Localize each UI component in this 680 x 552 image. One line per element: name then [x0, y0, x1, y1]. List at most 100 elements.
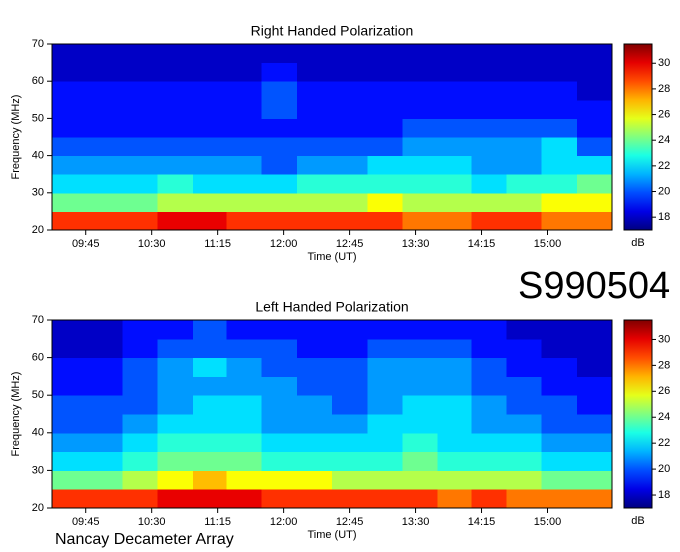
heatmap-cell: [437, 395, 474, 415]
heatmap-cell: [122, 470, 158, 490]
heatmap-cell: [541, 432, 578, 453]
heatmap-cell: [261, 192, 298, 212]
heatmap-cell: [367, 211, 403, 231]
heatmap-cell: [261, 99, 298, 119]
heatmap-cell: [471, 99, 507, 119]
heatmap-cell: [192, 451, 229, 471]
heatmap-cell: [226, 137, 263, 157]
heatmap-cell: [87, 99, 123, 119]
heatmap-cell: [332, 357, 368, 377]
heatmap-cell: [261, 155, 298, 175]
heatmap-cell: [52, 338, 88, 359]
heatmap-cell: [437, 470, 474, 490]
heatmap-cell: [192, 376, 229, 396]
heatmap-cell: [437, 81, 474, 101]
heatmap-cell: [506, 118, 543, 138]
heatmap-cell: [52, 395, 88, 415]
heatmap-cell: [541, 211, 578, 231]
heatmap-cell: [332, 414, 368, 434]
heatmap-cell: [576, 211, 613, 231]
heatmap-cell: [471, 174, 507, 194]
heatmap-cell: [192, 338, 229, 359]
heatmap-cell: [541, 357, 578, 377]
heatmap-cell: [87, 118, 123, 138]
heatmap-cell: [506, 470, 543, 490]
heatmap-cell: [367, 470, 403, 490]
heatmap-cell: [192, 192, 229, 212]
colorbar: [623, 319, 653, 509]
heatmap-cell: [52, 118, 88, 138]
heatmap-cell: [576, 81, 613, 101]
heatmap-cell: [192, 174, 229, 194]
heatmap-cell: [296, 118, 333, 138]
heatmap-cell: [576, 155, 613, 175]
heatmap-cell: [122, 118, 158, 138]
heatmap-cell: [157, 432, 194, 453]
heatmap-cell: [576, 320, 613, 340]
heatmap-cell: [122, 62, 158, 82]
heatmap-cell: [87, 137, 123, 157]
colorbar-tick-label: 30: [658, 333, 670, 345]
heatmap-cell: [332, 376, 368, 396]
heatmap-cell: [471, 451, 507, 471]
heatmap-cell: [87, 81, 123, 101]
heatmap-cell: [332, 338, 368, 359]
heatmap-cell: [506, 62, 543, 82]
heatmap-cell: [192, 62, 229, 82]
heatmap-cell: [296, 395, 333, 415]
heatmap-cell: [506, 44, 543, 64]
heatmap-cell: [157, 470, 194, 490]
heatmap-cell: [87, 192, 123, 212]
x-tick-label: 09:45: [72, 238, 100, 250]
heatmap-cell: [332, 211, 368, 231]
chart-title: Left Handed Polarization: [255, 299, 408, 315]
colorbar-tick-label: 24: [658, 134, 670, 146]
heatmap-cell: [367, 320, 403, 340]
heatmap-cell: [296, 155, 333, 175]
heatmap-cell: [471, 338, 507, 359]
heatmap-cell: [122, 174, 158, 194]
heatmap-cell: [437, 451, 474, 471]
heatmap-cell: [541, 451, 578, 471]
heatmap-cell: [261, 137, 298, 157]
heatmap-cell: [437, 489, 474, 509]
heatmap-cell: [192, 320, 229, 340]
heatmap-cell: [296, 338, 333, 359]
heatmap-cell: [471, 320, 507, 340]
heatmap-cell: [367, 376, 403, 396]
heatmap-cell: [52, 174, 88, 194]
heatmap-cell: [87, 470, 123, 490]
heatmap-cell: [157, 395, 194, 415]
heatmap-cell: [541, 338, 578, 359]
colorbar-tick-label: 26: [658, 385, 670, 397]
heatmap-cell: [541, 489, 578, 509]
heatmap-cell: [157, 414, 194, 434]
heatmap-cell: [52, 192, 88, 212]
heatmap-cell: [367, 62, 403, 82]
heatmap-cell: [437, 174, 474, 194]
colorbar-tick-label: 28: [658, 83, 670, 95]
heatmap-cell: [506, 338, 543, 359]
heatmap-cell: [296, 211, 333, 231]
heatmap-cell: [226, 174, 263, 194]
heatmap-cell: [402, 489, 438, 509]
heatmap-cell: [52, 414, 88, 434]
heatmap-cell: [332, 395, 368, 415]
heatmap-cell: [402, 338, 438, 359]
heatmap-cell: [52, 357, 88, 377]
y-tick-label: 50: [32, 112, 44, 124]
heatmap-cell: [192, 395, 229, 415]
heatmap-cell: [437, 192, 474, 212]
colorbar-tick-label: 22: [658, 160, 670, 172]
heatmap-cell: [122, 414, 158, 434]
heatmap-cell: [192, 432, 229, 453]
heatmap-cell: [402, 395, 438, 415]
heatmap-cell: [437, 432, 474, 453]
heatmap-cell: [157, 489, 194, 509]
heatmap-cell: [402, 211, 438, 231]
y-axis-label: Frequency (MHz): [10, 95, 22, 180]
heatmap-cell: [296, 192, 333, 212]
heatmap-cell: [506, 211, 543, 231]
heatmap-cell: [87, 432, 123, 453]
heatmap-cell: [471, 376, 507, 396]
